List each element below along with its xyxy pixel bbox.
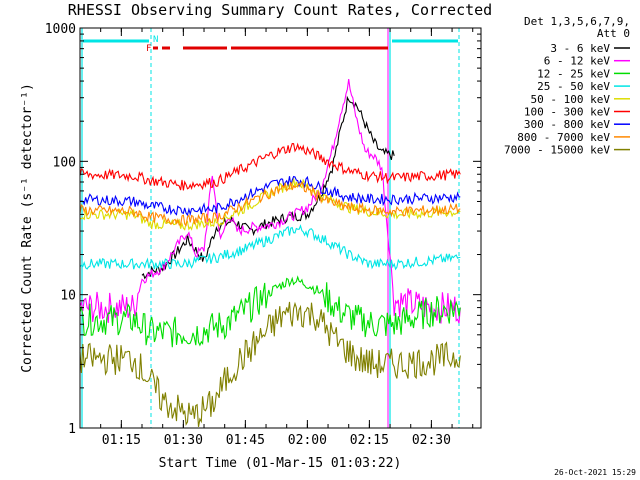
legend-header-line2: Att 0 xyxy=(597,27,630,40)
legend-entry-label: 50 - 100 keV xyxy=(531,93,611,106)
legend-entry-label: 3 - 6 keV xyxy=(550,42,610,55)
legend-entry-label: 12 - 25 keV xyxy=(537,67,610,80)
flare-marker-label: F xyxy=(146,44,151,54)
legend-entry-label: 300 - 800 keV xyxy=(524,118,610,131)
y-tick-label: 100 xyxy=(53,155,76,170)
legend-entry-label: 6 - 12 keV xyxy=(544,55,611,68)
series-line xyxy=(79,142,461,191)
y-tick-label: 10 xyxy=(60,289,76,304)
y-tick-label: 1 xyxy=(68,422,76,437)
legend-entry-label: 25 - 50 keV xyxy=(537,80,610,93)
x-axis-label: Start Time (01-Mar-15 01:03:22) xyxy=(159,456,402,471)
y-tick-label: 1000 xyxy=(45,22,76,37)
x-tick-label: 01:15 xyxy=(102,433,141,448)
night-marker-label: N xyxy=(153,35,158,45)
plot-frame xyxy=(79,27,482,429)
series-line xyxy=(79,224,461,271)
legend-header-line1: Det 1,3,5,6,7,9, xyxy=(524,15,630,28)
series-line xyxy=(79,79,461,324)
legend-entry-label: 7000 - 15000 keV xyxy=(504,144,610,157)
x-tick-label: 02:00 xyxy=(288,433,327,448)
x-tick-label: 01:30 xyxy=(164,433,203,448)
y-axis-label: Corrected Count Rate (s⁻¹ detector⁻¹) xyxy=(20,83,35,373)
x-tick-label: 02:15 xyxy=(350,433,389,448)
series-line xyxy=(79,175,461,217)
series-line xyxy=(79,275,461,348)
series-line xyxy=(79,181,461,227)
x-tick-label: 01:45 xyxy=(226,433,265,448)
legend-entry-label: 800 - 7000 keV xyxy=(517,131,610,144)
legend-entry-label: 100 - 300 keV xyxy=(524,106,610,119)
series-line xyxy=(141,95,395,280)
x-tick-label: 02:30 xyxy=(412,433,451,448)
chart-title: RHESSI Observing Summary Count Rates, Co… xyxy=(68,1,492,19)
date-stamp: 26-Oct-2021 15:29 xyxy=(554,468,636,477)
series-line xyxy=(79,301,461,427)
